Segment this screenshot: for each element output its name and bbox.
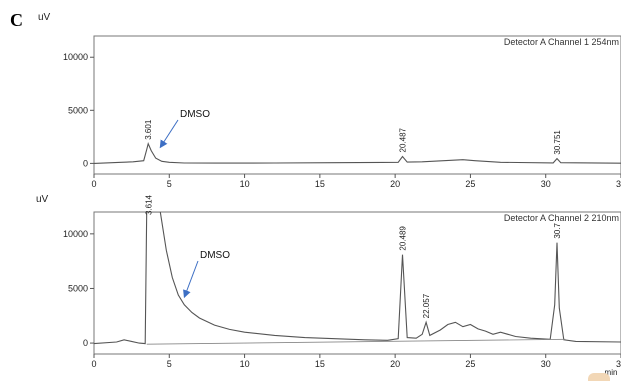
- top-y-unit-label: uV: [38, 12, 51, 23]
- top-y-tick-label: 0: [83, 158, 88, 168]
- bottom-series-line-0: [94, 212, 621, 345]
- top-peak-label: 30.751: [553, 130, 562, 155]
- top-plot-frame: [93, 35, 621, 175]
- bottom-peak-label: 22.057: [422, 293, 431, 318]
- top-peak-label: 3.601: [144, 119, 153, 140]
- top-x-tick-label: 5: [167, 179, 172, 189]
- bottom-x-tick-label: 15: [315, 359, 325, 369]
- bottom-x-tick-label: 20: [390, 359, 400, 369]
- bottom-y-tick-label: 0: [83, 338, 88, 348]
- bottom-peak-label: 3.614: [144, 194, 153, 215]
- bottom-plot-frame: [93, 211, 621, 355]
- bottom-series-line-1: [146, 338, 566, 345]
- top-x-tick-label: 25: [465, 179, 475, 189]
- top-peak-label: 20.487: [398, 127, 407, 152]
- bottom-x-tick-label: 25: [465, 359, 475, 369]
- bottom-x-tick-label: 30: [541, 359, 551, 369]
- top-x-tick-label: 15: [315, 179, 325, 189]
- top-x-tick-label: 30: [541, 179, 551, 189]
- x-unit-label: min: [605, 368, 618, 377]
- bottom-chart-title: Detector A Channel 2 210nm: [504, 213, 619, 223]
- top-x-tick-label: 0: [91, 179, 96, 189]
- top-chart-title: Detector A Channel 1 254nm: [504, 37, 619, 47]
- bottom-x-tick-label: 35: [616, 359, 621, 369]
- top-y-tick-label: 10000: [63, 52, 88, 62]
- panel-label: C: [10, 10, 23, 30]
- top-x-tick-label: 35: [616, 179, 621, 189]
- bottom-series-group: [94, 212, 621, 345]
- top-y-tick-label: 5000: [68, 105, 88, 115]
- top-dmso-arrow: [159, 119, 179, 149]
- bottom-dmso-arrow: [183, 260, 199, 299]
- bottom-dmso-label: DMSO: [200, 250, 230, 261]
- bottom-y-tick-label: 5000: [68, 283, 88, 293]
- bottom-peak-label: 30.7: [553, 222, 562, 238]
- bottom-peak-label: 20.489: [399, 226, 408, 251]
- top-series-line-0: [94, 142, 621, 164]
- bottom-x-tick-label: 0: [91, 359, 96, 369]
- top-x-tick-label: 10: [240, 179, 250, 189]
- corner-decoration: [588, 373, 610, 381]
- top-series-group: [94, 142, 621, 164]
- bottom-x-tick-label: 10: [240, 359, 250, 369]
- bottom-x-tick-label: 5: [167, 359, 172, 369]
- bottom-y-unit-label: uV: [36, 194, 49, 205]
- bottom-y-tick-label: 10000: [63, 229, 88, 239]
- top-x-tick-label: 20: [390, 179, 400, 189]
- top-dmso-label: DMSO: [180, 109, 210, 120]
